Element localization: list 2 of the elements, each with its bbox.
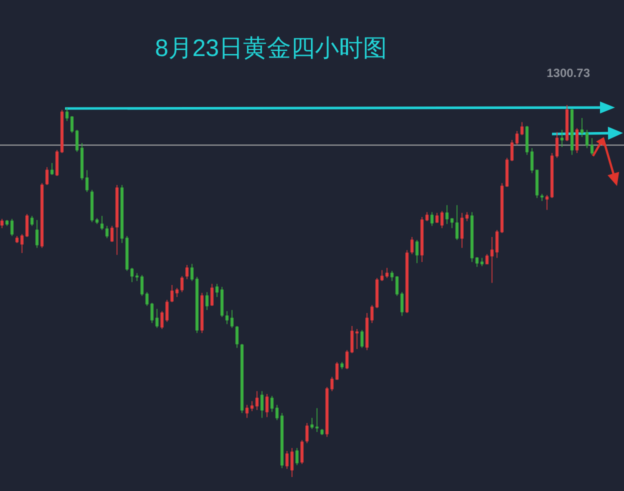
title: 8月23日黄金四小时图	[154, 35, 388, 62]
annotation: 1300.73	[546, 66, 590, 80]
